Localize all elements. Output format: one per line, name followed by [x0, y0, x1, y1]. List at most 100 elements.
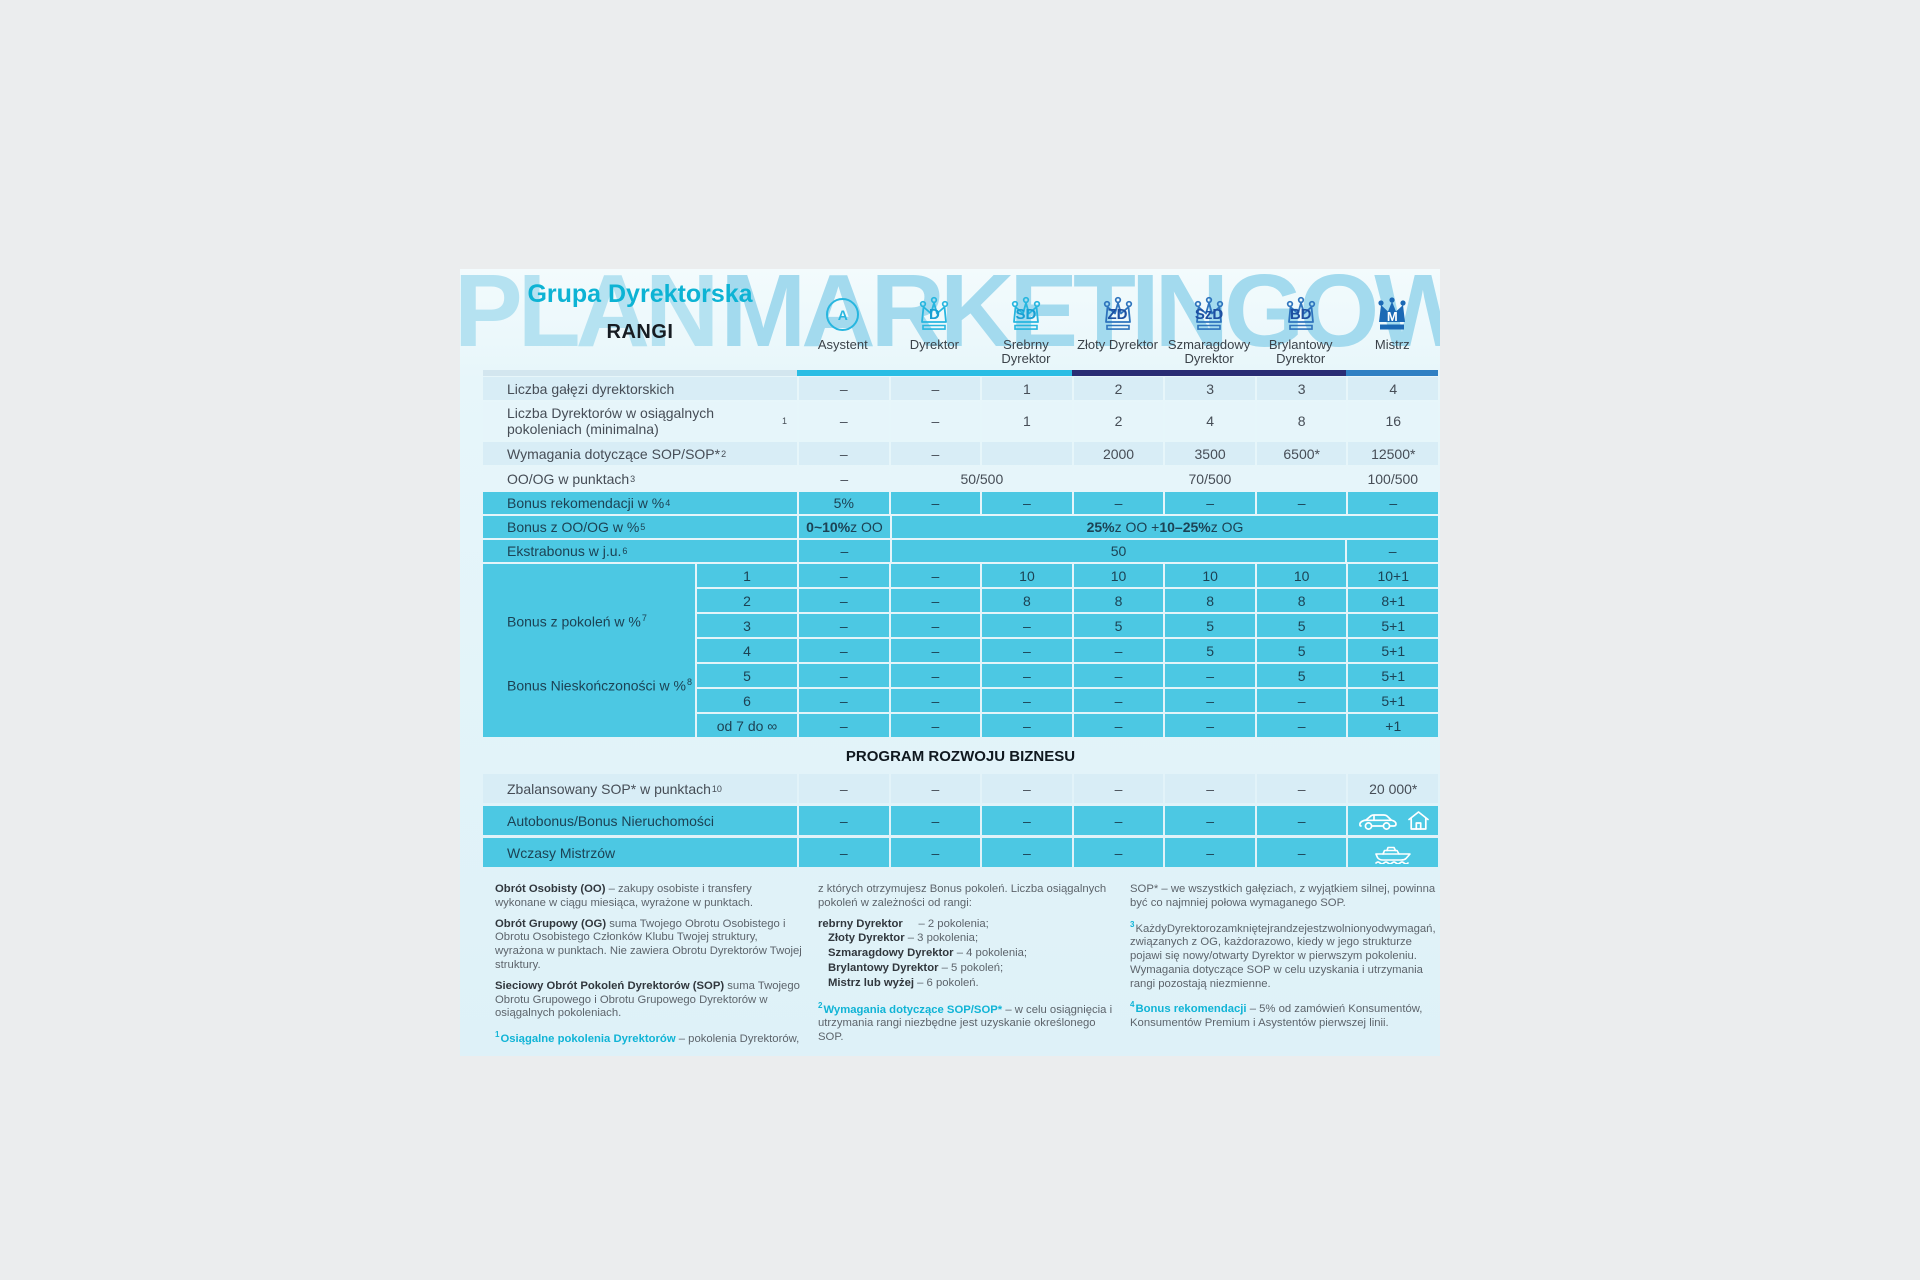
- watermark-title: PLANMARKETINGOWY: [460, 269, 1440, 362]
- table-cell: 5: [1256, 639, 1347, 662]
- table-cell: –: [1073, 492, 1164, 514]
- row-cells: – – – – – –5+1: [799, 689, 1439, 712]
- srebrny-dyrektor-icon: SD: [1003, 293, 1049, 335]
- table-cell: –: [890, 714, 981, 737]
- table-cell: 5+1: [1348, 614, 1439, 637]
- generation-row: 3– – –5 5 5 5+1: [483, 614, 1439, 637]
- table-cell: 5: [1165, 639, 1255, 662]
- footnote-text: Wymagania dotyczące SOP/SOP*: [823, 1003, 1003, 1016]
- table-row: Ekstrabonus w j.u. 6–50–: [483, 540, 1439, 562]
- table-cell: –: [982, 492, 1072, 514]
- row-cells: – – –5 5 5 5+1: [799, 614, 1439, 637]
- table-row: Bonus rekomendacji w % 4 5% – – – – – –: [483, 492, 1439, 514]
- generations-label-box: Bonus z pokoleń w %7 Bonus Nieskończonoś…: [483, 564, 695, 737]
- table-cell: –: [890, 639, 981, 662]
- table-cell: [1348, 806, 1439, 835]
- watermark-part1: PLAN: [460, 269, 719, 368]
- table-cell: 5: [1256, 664, 1347, 687]
- footnote-text: – 3 pokolenia;: [904, 932, 979, 945]
- table-cell: –: [1073, 639, 1164, 662]
- program-rows: Zbalansowany SOP* w punktach 10– – – – – –20 0…: [483, 774, 1439, 867]
- underline-navy-segment: [1071, 370, 1347, 376]
- row-label-text: Bonus rekomendacji w %: [507, 495, 665, 511]
- footnote-sup-marker: 1: [495, 1030, 500, 1040]
- table-cell: –: [890, 589, 981, 612]
- footnote-text: suma Twojego Obrotu Grupowego i Obrotu G…: [495, 979, 800, 1020]
- crown-letter: ZD: [1107, 306, 1128, 323]
- row-label: OO/OG w punktach 3: [483, 467, 797, 490]
- label-superscript: 10: [711, 783, 722, 794]
- table-cell: 6500*: [1256, 442, 1347, 465]
- table-cell: –: [1165, 492, 1255, 514]
- table-cell: +1: [1348, 714, 1439, 737]
- house-icon: [1407, 810, 1430, 831]
- rank-label: Mistrz: [1374, 337, 1410, 352]
- table-cell: –: [799, 614, 889, 637]
- row-label: Bonus rekomendacji w % 4: [483, 492, 797, 514]
- table-cell: –: [799, 806, 889, 835]
- row-cells: – –1 2 4 8 16: [799, 402, 1439, 440]
- table-cell: –: [890, 806, 981, 835]
- cell-text: 0~10%: [806, 519, 851, 535]
- table-cell: –: [1073, 664, 1164, 687]
- table-row: Liczba gałęzi dyrektorskich – –1 2 3 3 4: [483, 377, 1439, 400]
- table-cell: –: [799, 377, 889, 400]
- table-cell: –: [799, 664, 889, 687]
- label-superscript: 6: [622, 546, 628, 556]
- table-cell: –: [890, 664, 981, 687]
- table-cell: –: [890, 564, 981, 587]
- crown-letter: SzD: [1194, 306, 1224, 323]
- footnote-text: – 5 pokoleń;: [938, 961, 1004, 974]
- marketing-plan-panel: PLANMARKETINGOWY Grupa Dyrektorska RANGI…: [460, 269, 1440, 1056]
- table-row: Liczba Dyrektorów w osiągalnych pokoleni…: [483, 402, 1439, 440]
- cell-text: 10–25%: [1159, 519, 1211, 535]
- row-label-text: Autobonus/Bonus Nieruchomości: [507, 812, 715, 829]
- rank-column-srebrny-dyrektor: SD Srebrny Dyrektor: [980, 293, 1072, 366]
- generation-number: 2: [697, 589, 797, 612]
- rank-label: Brylantowy Dyrektor: [1268, 337, 1333, 366]
- generation-row: od 7 do ∞ – – – – – – +1: [483, 714, 1439, 737]
- table-cell: –: [890, 689, 981, 712]
- footnote-text: – w celu osiągnięcia i utrzymania rangi …: [818, 1003, 1113, 1043]
- row-cells: – –1 2 3 3 4: [799, 377, 1439, 400]
- table-cell: –: [1073, 806, 1164, 835]
- table-cell: –: [1073, 774, 1164, 803]
- table-cell: 8+1: [1348, 589, 1439, 612]
- table-cell: –: [982, 664, 1072, 687]
- footnote-paragraph: 4Bonus rekomendacji – 5% od zamówień Kon…: [1130, 998, 1438, 1030]
- crown-letter: BD: [1289, 306, 1312, 323]
- table-cell: –: [799, 564, 889, 587]
- table-cell: –: [982, 689, 1072, 712]
- asystent-icon: A: [826, 293, 860, 335]
- footnote-sup-marker: 2: [818, 1000, 823, 1010]
- table-cell: 1: [982, 377, 1072, 400]
- table-cell: –: [1165, 664, 1255, 687]
- crown-icon-zloty-dyrektor: ZD: [1095, 295, 1141, 335]
- footnote-text: Mistrz lub wyżej: [828, 976, 914, 989]
- table-cell: –: [1073, 714, 1164, 737]
- row-label: Ekstrabonus w j.u. 6: [483, 540, 797, 562]
- table-cell: –: [799, 540, 890, 562]
- footnote-paragraph: Złoty Dyrektor – 3 pokolenia;: [818, 932, 1118, 946]
- crown-icon-szmaragdowy-dyrektor: SzD: [1186, 295, 1232, 335]
- table-cell: –: [1256, 774, 1347, 803]
- table-cell: –: [890, 614, 981, 637]
- footnote-text: suma Twojego Obrotu Osobistego i Obrotu …: [495, 917, 802, 971]
- table-cell: 12500*: [1348, 442, 1439, 465]
- row-label: Wczasy Mistrzów: [483, 838, 797, 867]
- table-cell: 5+1: [1348, 639, 1439, 662]
- table-cell: 8: [982, 589, 1072, 612]
- row-cells: – – – – – –: [799, 806, 1439, 835]
- row-label-text: Ekstrabonus w j.u.: [507, 543, 622, 559]
- table-cell: 5: [1073, 614, 1164, 637]
- generation-number: od 7 do ∞: [697, 714, 797, 737]
- table-cell: 100/500: [1347, 467, 1438, 490]
- table-row: Wymagania dotyczące SOP/SOP* 2– –2000 3500 6…: [483, 442, 1439, 465]
- table-cell: –: [890, 402, 981, 440]
- row-label-text: OO/OG w punktach: [507, 470, 630, 487]
- underline-cyan-segment: [797, 370, 1072, 376]
- table-cell: –: [799, 714, 889, 737]
- assistant-circle-icon: A: [826, 298, 860, 331]
- generation-row: 2– –8 8 8 8 8+1: [483, 589, 1439, 612]
